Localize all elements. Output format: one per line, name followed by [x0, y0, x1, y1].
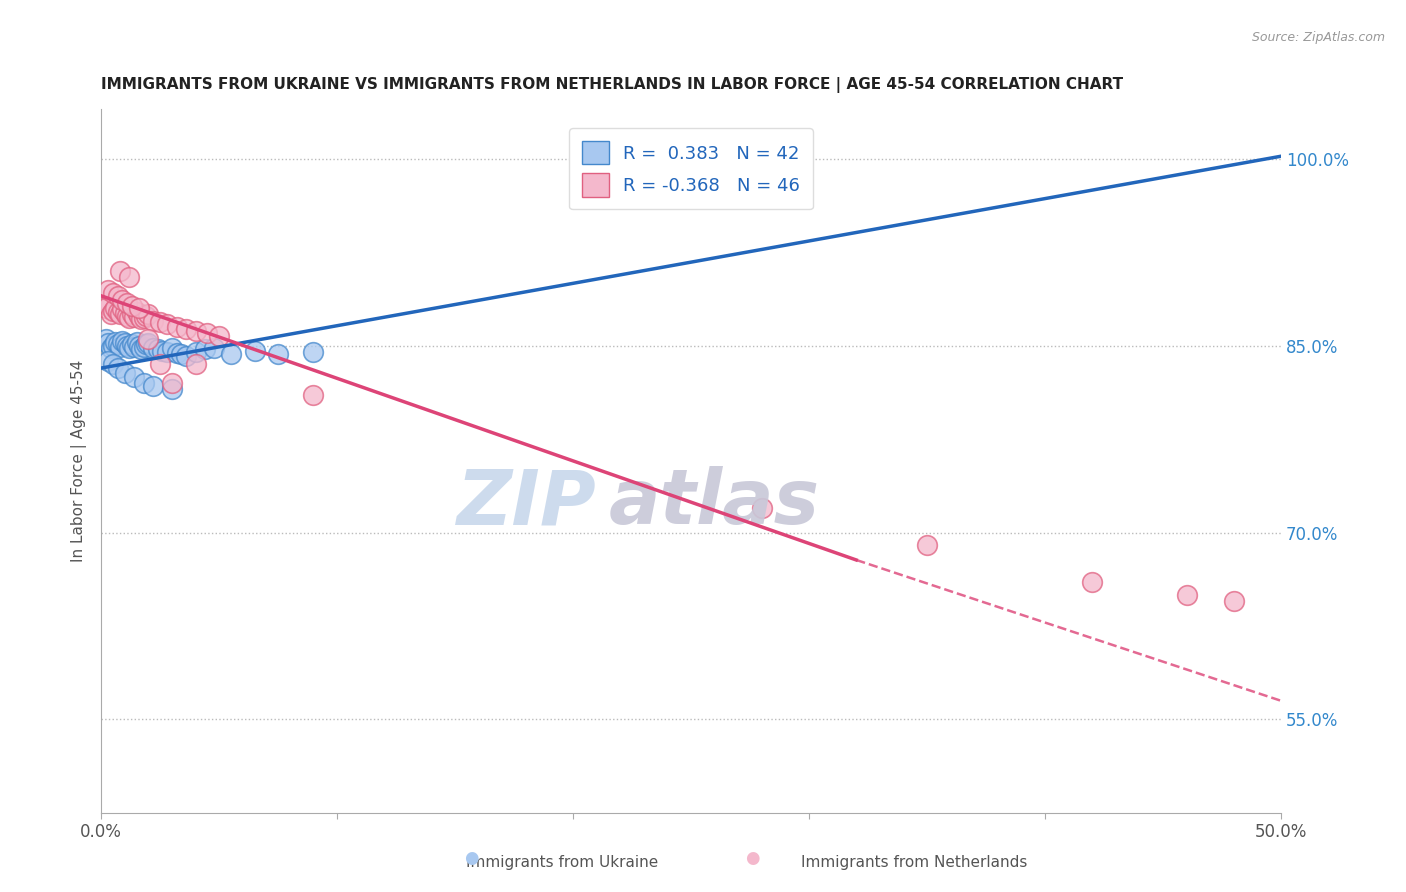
Point [174, 349, 197, 363]
Text: ●: ● [745, 849, 759, 867]
Point [194, 343, 217, 357]
Point [1175, 588, 1198, 602]
Point [115, 338, 138, 352]
Point [125, 334, 148, 349]
Point [114, 336, 136, 351]
Point [101, 338, 124, 352]
Point [115, 296, 138, 310]
Point [114, 306, 136, 320]
Point [149, 357, 172, 371]
Point [94, 301, 117, 316]
Text: atlas: atlas [609, 467, 820, 541]
Point [166, 320, 188, 334]
Point [122, 369, 145, 384]
Point [108, 264, 131, 278]
Point [915, 538, 938, 552]
Point [302, 388, 325, 402]
Point [174, 322, 197, 336]
Point [100, 341, 122, 355]
Point [108, 308, 131, 322]
Point [1081, 575, 1104, 590]
Point [135, 337, 157, 351]
Point [107, 305, 129, 319]
Point [94, 332, 117, 346]
Point [111, 293, 134, 307]
Legend: R =  0.383   N = 42, R = -0.368   N = 46: R = 0.383 N = 42, R = -0.368 N = 46 [569, 128, 813, 210]
Point [97, 299, 120, 313]
Point [125, 305, 148, 319]
Point [111, 302, 134, 317]
Point [97, 283, 120, 297]
Point [132, 376, 155, 390]
Text: Source: ZipAtlas.com: Source: ZipAtlas.com [1251, 31, 1385, 45]
Point [100, 308, 122, 322]
Point [101, 303, 124, 318]
Point [136, 332, 159, 346]
Point [156, 344, 179, 359]
Text: IMMIGRANTS FROM UKRAINE VS IMMIGRANTS FROM NETHERLANDS IN LABOR FORCE | AGE 45-5: IMMIGRANTS FROM UKRAINE VS IMMIGRANTS FR… [101, 78, 1123, 94]
Point [160, 341, 183, 355]
Point [195, 326, 218, 341]
Point [108, 340, 131, 354]
Point [243, 343, 266, 358]
Point [142, 314, 165, 328]
Point [114, 366, 136, 380]
Point [751, 500, 773, 515]
Point [111, 334, 134, 348]
Point [107, 337, 129, 351]
Point [267, 347, 290, 361]
Point [121, 299, 143, 313]
Point [160, 376, 183, 390]
Point [152, 343, 174, 358]
Point [97, 336, 120, 351]
Point [132, 340, 155, 354]
Point [146, 343, 169, 357]
Point [219, 347, 242, 361]
Point [149, 315, 172, 329]
Point [118, 341, 141, 355]
Point [104, 334, 127, 349]
Point [121, 337, 143, 351]
Text: Immigrants from Netherlands: Immigrants from Netherlands [800, 855, 1028, 870]
Point [1223, 594, 1246, 608]
Text: ●: ● [464, 849, 478, 867]
Point [128, 309, 150, 323]
Point [202, 341, 225, 355]
Point [115, 309, 138, 323]
Point [97, 353, 120, 368]
Point [121, 308, 143, 322]
Point [142, 378, 165, 392]
Point [101, 357, 124, 371]
Point [135, 309, 157, 323]
Point [184, 357, 207, 371]
Point [160, 382, 183, 396]
Point [104, 301, 127, 316]
Point [118, 311, 141, 326]
Y-axis label: In Labor Force | Age 45-54: In Labor Force | Age 45-54 [72, 359, 87, 562]
Point [136, 308, 159, 322]
Text: ZIP: ZIP [457, 467, 596, 541]
Point [184, 344, 207, 359]
Point [107, 289, 129, 303]
Point [118, 270, 141, 285]
Point [142, 341, 165, 355]
Point [184, 324, 207, 338]
Point [101, 286, 124, 301]
Point [166, 346, 188, 360]
Text: Immigrants from Ukraine: Immigrants from Ukraine [467, 855, 658, 870]
Point [156, 318, 179, 332]
Point [122, 310, 145, 324]
Point [302, 344, 325, 359]
Point [122, 340, 145, 354]
Point [208, 328, 231, 343]
Point [136, 336, 159, 351]
Point [128, 338, 150, 352]
Point [129, 312, 152, 326]
Point [107, 361, 129, 376]
Point [129, 343, 152, 357]
Point [170, 347, 193, 361]
Point [128, 301, 150, 316]
Point [132, 311, 155, 326]
